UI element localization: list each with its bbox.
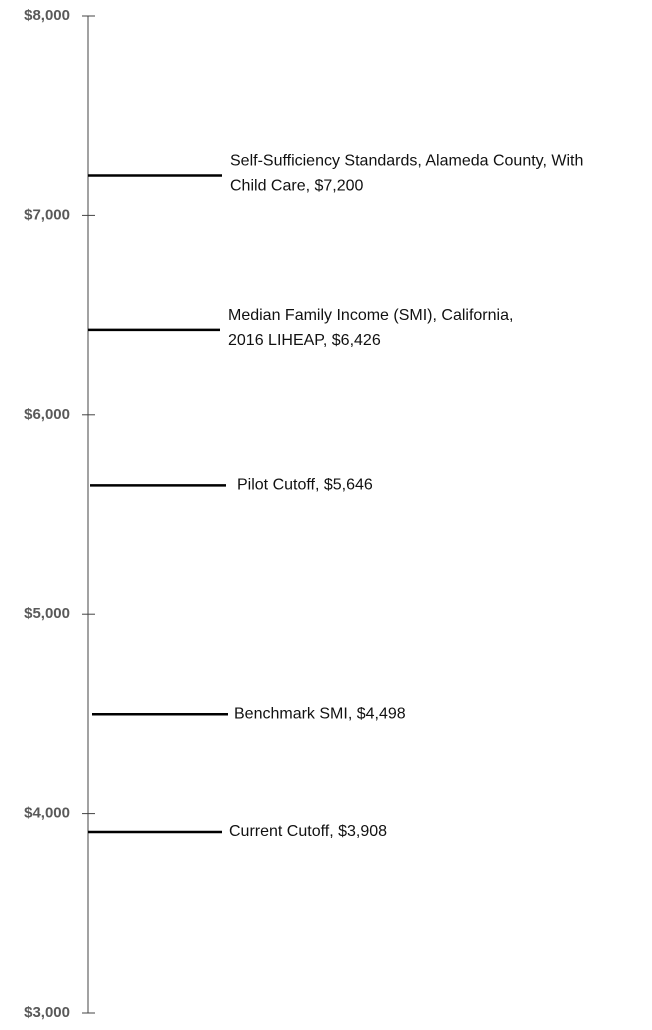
marker-label: 2016 LIHEAP, $6,426 xyxy=(228,332,381,349)
y-tick-label: $5,000 xyxy=(24,605,70,622)
marker-label: Pilot Cutoff, $5,646 xyxy=(237,477,373,494)
y-tick-label: $3,000 xyxy=(24,1004,70,1021)
marker-label: Benchmark SMI, $4,498 xyxy=(234,706,406,723)
marker-label: Current Cutoff, $3,908 xyxy=(229,823,387,840)
marker-label: Child Care, $7,200 xyxy=(230,178,364,195)
marker-label: Median Family Income (SMI), California, xyxy=(228,307,513,324)
y-tick-label: $6,000 xyxy=(24,406,70,423)
y-tick-label: $7,000 xyxy=(24,206,70,223)
marker-label: Self-Sufficiency Standards, Alameda Coun… xyxy=(230,153,583,170)
y-tick-label: $8,000 xyxy=(24,7,70,24)
y-tick-label: $4,000 xyxy=(24,805,70,822)
